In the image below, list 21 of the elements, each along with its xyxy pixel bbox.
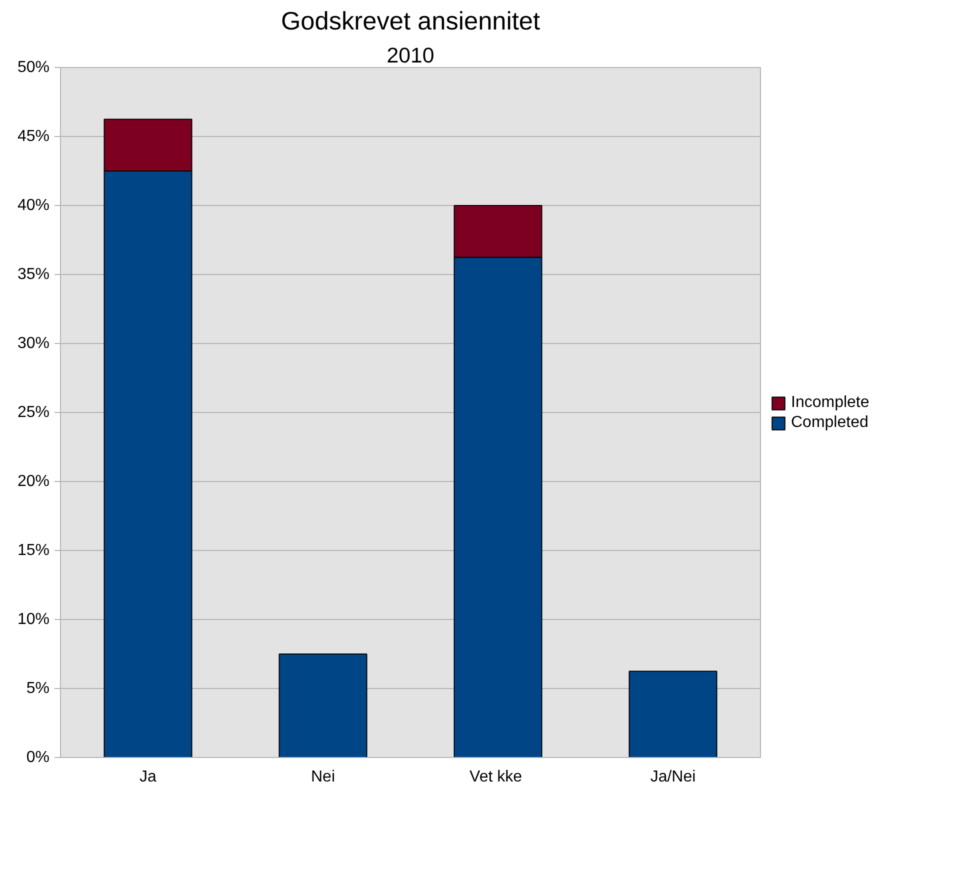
x-tick-label: Ja xyxy=(140,768,157,786)
y-tick-label: 5% xyxy=(26,680,50,697)
y-tick-label: 15% xyxy=(17,542,50,559)
y-tick-label: 50% xyxy=(17,59,50,76)
x-tick-label: Ja/Nei xyxy=(650,768,696,786)
y-tick-label: 25% xyxy=(17,404,50,421)
y-tick-label: 0% xyxy=(26,749,50,766)
x-tick-label: Vet kke xyxy=(470,768,522,786)
y-tick-label: 40% xyxy=(17,197,50,214)
chart-title: Godskrevet ansiennitet xyxy=(280,8,540,36)
y-tick-label: 30% xyxy=(17,335,50,352)
bar xyxy=(278,654,368,758)
y-tick-label: 35% xyxy=(17,266,50,283)
chart-subtitle: 2010 xyxy=(386,44,434,68)
y-tick-label: 10% xyxy=(17,611,50,628)
bar xyxy=(628,670,718,758)
y-tick-label: 45% xyxy=(17,128,50,145)
y-tick-label: 20% xyxy=(17,473,50,490)
x-tick-label: Nei xyxy=(310,768,336,786)
legend-label: Incomplete xyxy=(791,394,870,412)
legend-label: Completed xyxy=(791,414,868,432)
